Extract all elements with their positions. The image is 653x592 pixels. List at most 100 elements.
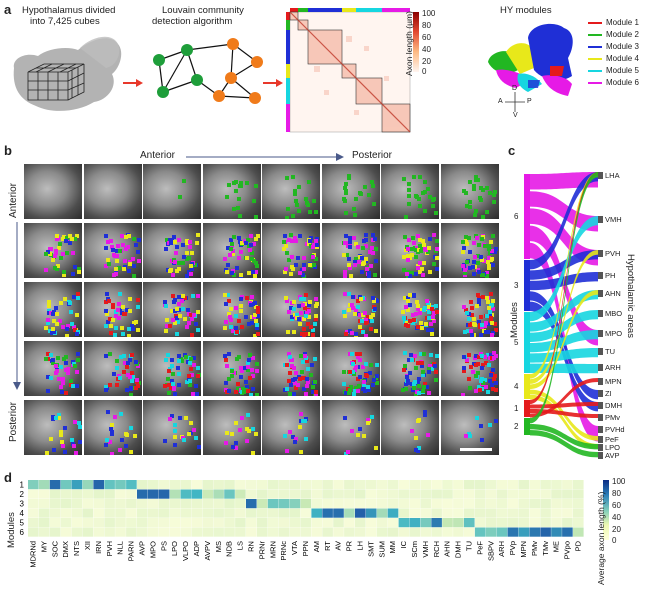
module-voxel [252, 315, 257, 320]
module-voxel [469, 365, 474, 370]
module-voxel [344, 211, 349, 215]
module-voxel [356, 383, 361, 388]
module-voxel [418, 175, 423, 180]
module-voxel [484, 314, 489, 319]
module-voxel [306, 321, 311, 326]
module-voxel [58, 242, 63, 247]
module-voxel [287, 354, 292, 359]
module-voxel [175, 320, 180, 325]
module-voxel [293, 189, 297, 193]
heatmap-cell [573, 499, 584, 509]
module-voxel [490, 234, 495, 239]
module-voxel [421, 352, 426, 357]
module-voxel [407, 188, 412, 193]
heatmap-cell [376, 499, 388, 509]
module-voxel [172, 435, 177, 440]
heatmap-cell [518, 499, 530, 509]
module-voxel [254, 236, 259, 241]
module-voxel [420, 273, 425, 278]
heatmap-cell [71, 480, 83, 490]
module-voxel [250, 295, 255, 300]
module-voxel [485, 273, 490, 278]
module-voxel [419, 320, 424, 325]
heatmap-cell [322, 508, 333, 518]
heatmap-cell [474, 508, 486, 518]
module-voxel [131, 274, 136, 278]
module-voxel [50, 326, 55, 331]
module-voxel [308, 262, 313, 267]
module-voxel [421, 385, 426, 390]
module-voxel [462, 304, 467, 309]
module-voxel [127, 296, 132, 301]
module-voxel [169, 413, 174, 418]
heatmap-column-label: SBPV [486, 541, 495, 561]
module-voxel [56, 245, 61, 250]
module-voxel [341, 370, 346, 374]
heatmap-cell [442, 489, 453, 499]
module-voxel [114, 310, 119, 315]
heatmap-cell [180, 508, 192, 518]
heatmap-cell [104, 489, 115, 499]
module-voxel [408, 318, 413, 323]
module-voxel [303, 313, 308, 318]
module-voxel [313, 317, 318, 322]
module-voxel [472, 259, 477, 264]
module-voxel [177, 237, 182, 242]
module-voxel [411, 174, 416, 179]
module-voxel [361, 295, 366, 300]
module-voxel [184, 354, 189, 359]
module-voxel [129, 371, 134, 376]
module-voxel [370, 312, 375, 317]
module-voxel [238, 387, 243, 392]
module-voxel [70, 236, 75, 241]
module-voxel [245, 237, 250, 242]
heatmap-cell [409, 480, 421, 490]
module-voxel [65, 326, 70, 331]
module-voxel [420, 364, 425, 369]
module-voxel [114, 359, 119, 364]
module-voxel [113, 313, 118, 318]
module-voxel [304, 376, 309, 381]
module-voxel [312, 252, 317, 257]
module-voxel [475, 254, 480, 259]
module-voxel [434, 310, 439, 315]
module-voxel [312, 357, 317, 362]
module-voxel [52, 265, 57, 270]
module-voxel [426, 306, 431, 311]
heatmap-cell [442, 518, 453, 528]
heatmap-cell [355, 527, 366, 537]
heatmap-cell [485, 508, 497, 518]
module-voxel [477, 354, 482, 359]
module-voxel [470, 265, 475, 270]
module-voxel [232, 206, 237, 211]
module-voxel [185, 324, 190, 329]
heatmap-cell [246, 489, 257, 499]
module-voxel [59, 256, 64, 261]
module-voxel [130, 352, 135, 357]
module-voxel [493, 328, 498, 333]
module-voxel [299, 353, 304, 358]
heatmap-cell [169, 489, 181, 499]
module-voxel [227, 315, 232, 320]
hy-modules-title: HY modules [500, 5, 552, 16]
module-voxel [230, 431, 235, 436]
module-voxel [104, 308, 109, 313]
module-voxel [173, 442, 178, 447]
module-voxel [133, 433, 138, 438]
module-voxel [305, 380, 310, 385]
module-voxel [407, 357, 412, 362]
heatmap-cell [256, 518, 268, 528]
module-voxel [490, 298, 495, 303]
module-voxel [489, 373, 494, 378]
module-voxel [467, 250, 472, 255]
module-voxel [255, 332, 260, 337]
module-voxel [375, 374, 380, 379]
module-voxel [49, 246, 53, 251]
module-voxel [472, 271, 477, 276]
brain-slice-tile [83, 282, 142, 337]
module-voxel [51, 329, 56, 334]
module-voxel [478, 351, 483, 356]
heatmap-cell [333, 518, 344, 528]
heatmap-colorbar-tick: 20 [612, 525, 621, 534]
module-voxel [103, 264, 108, 269]
